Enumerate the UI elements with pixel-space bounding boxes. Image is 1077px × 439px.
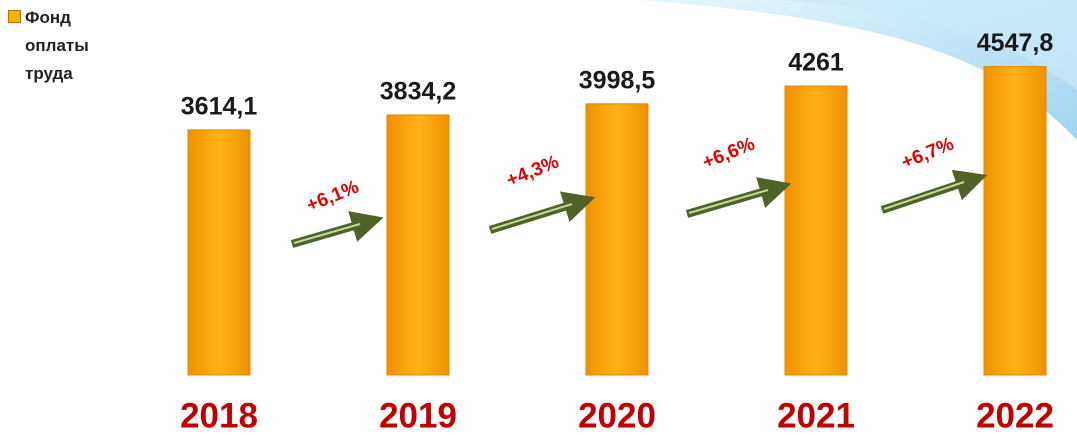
- growth-label: +6,1%: [304, 177, 362, 217]
- growth-arrow-highlight: [688, 189, 769, 214]
- background-swoosh: [640, 0, 1077, 140]
- x-tick-label: 2018: [180, 396, 258, 435]
- value-label: 3614,1: [181, 93, 258, 121]
- background-swoosh: [780, 0, 1077, 90]
- growth-arrow-highlight: [491, 203, 573, 230]
- value-label: 4547,8: [977, 29, 1054, 57]
- legend-swatch: [8, 10, 21, 23]
- bar: [983, 66, 1047, 376]
- bar: [585, 103, 649, 376]
- value-label: 3998,5: [579, 66, 656, 94]
- bar: [187, 129, 251, 376]
- value-label: 4261: [788, 49, 844, 77]
- bar: [784, 85, 848, 376]
- growth-label: +4,3%: [504, 152, 562, 192]
- x-tick-label: 2019: [379, 396, 457, 435]
- legend-label: Фонд оплаты труда: [25, 8, 89, 83]
- legend: Фонд оплаты труда: [8, 4, 118, 88]
- x-tick-label: 2020: [578, 396, 656, 435]
- growth-arrow-highlight: [883, 181, 965, 210]
- value-label: 3834,2: [380, 78, 456, 106]
- growth-label: +6,6%: [700, 134, 758, 174]
- x-tick-label: 2021: [777, 396, 855, 435]
- x-tick-label: 2022: [976, 396, 1054, 435]
- growth-label: +6,7%: [899, 134, 957, 174]
- bar: [386, 114, 450, 376]
- growth-arrow-highlight: [293, 223, 361, 244]
